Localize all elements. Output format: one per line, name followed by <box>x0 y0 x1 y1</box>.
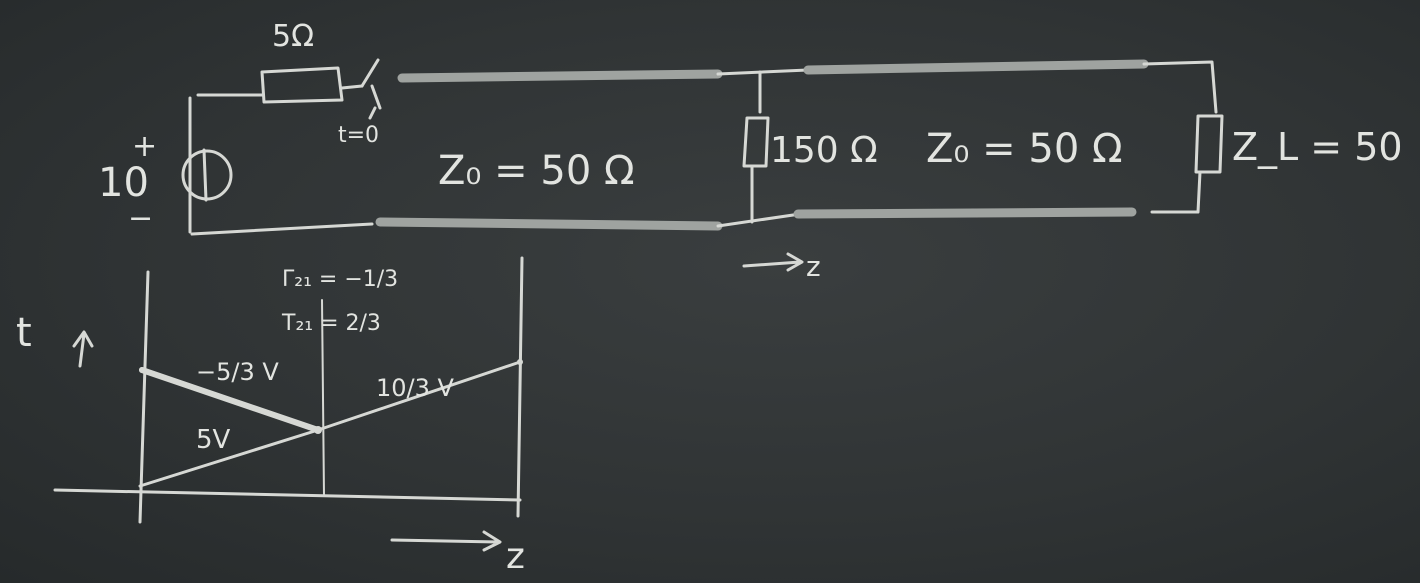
line2-bottom-conductor <box>793 207 1137 219</box>
source-value-label: 10 <box>98 160 149 206</box>
bounce-diagram <box>53 256 524 552</box>
bounce-left-boundary <box>138 270 150 524</box>
load-top-wire <box>1142 60 1218 114</box>
line1-impedance-label: Z₀ = 50 Ω <box>438 148 635 194</box>
bounce-z-axis-label: z <box>506 536 525 577</box>
incident-wave-label: 5V <box>196 425 231 455</box>
circuit-z-axis-label: z <box>806 250 821 283</box>
reflected-wave-label: −5/3 V <box>196 358 279 386</box>
switch <box>360 58 382 120</box>
reflected-wave-line <box>139 367 321 433</box>
reflection-arrival-point <box>139 367 145 373</box>
source-resistor-label: 5Ω <box>272 19 314 54</box>
line1-top-conductor <box>397 69 723 83</box>
transmitted-wave-label: 10/3 V <box>376 374 455 402</box>
junction-bottom-wire <box>716 212 802 228</box>
z-direction-arrow <box>742 252 804 272</box>
reflection-coefficient-label: Γ₂₁ = −1/3 <box>282 267 398 292</box>
junction-point <box>314 426 322 434</box>
voltage-source-line <box>202 148 208 202</box>
transmitted-wave-line <box>316 360 522 432</box>
line2-top-conductor <box>803 59 1149 75</box>
switch-time-label: t=0 <box>338 123 379 148</box>
source-minus-label: − <box>128 201 153 236</box>
load-bottom-wire <box>1150 170 1202 214</box>
source-plus-label: + <box>132 129 157 164</box>
bounce-z-axis <box>53 488 522 502</box>
transmission-arrival-point <box>517 359 523 365</box>
bounce-junction-line <box>321 299 325 497</box>
load-resistor <box>1194 114 1224 174</box>
resistor-switch-wire <box>340 84 364 90</box>
source-bottom-wire <box>190 222 374 236</box>
shunt-resistor <box>742 116 770 168</box>
junction-top-wire <box>716 68 810 76</box>
source-resistor <box>260 66 344 104</box>
incident-wave-line <box>138 428 320 488</box>
load-impedance-label: Z_L = 50 <box>1232 125 1403 169</box>
circuit-schematic <box>181 58 1224 272</box>
line2-impedance-label: Z₀ = 50 Ω <box>926 126 1123 172</box>
shunt-resistor-label: 150 Ω <box>770 130 878 171</box>
t-axis-arrow <box>72 330 94 368</box>
bounce-z-arrow <box>390 530 502 552</box>
transmission-coefficient-label: T₂₁ = 2/3 <box>281 311 381 336</box>
t-axis-label: t <box>16 310 32 356</box>
line1-bottom-conductor <box>375 217 723 231</box>
bounce-right-boundary <box>516 256 524 518</box>
